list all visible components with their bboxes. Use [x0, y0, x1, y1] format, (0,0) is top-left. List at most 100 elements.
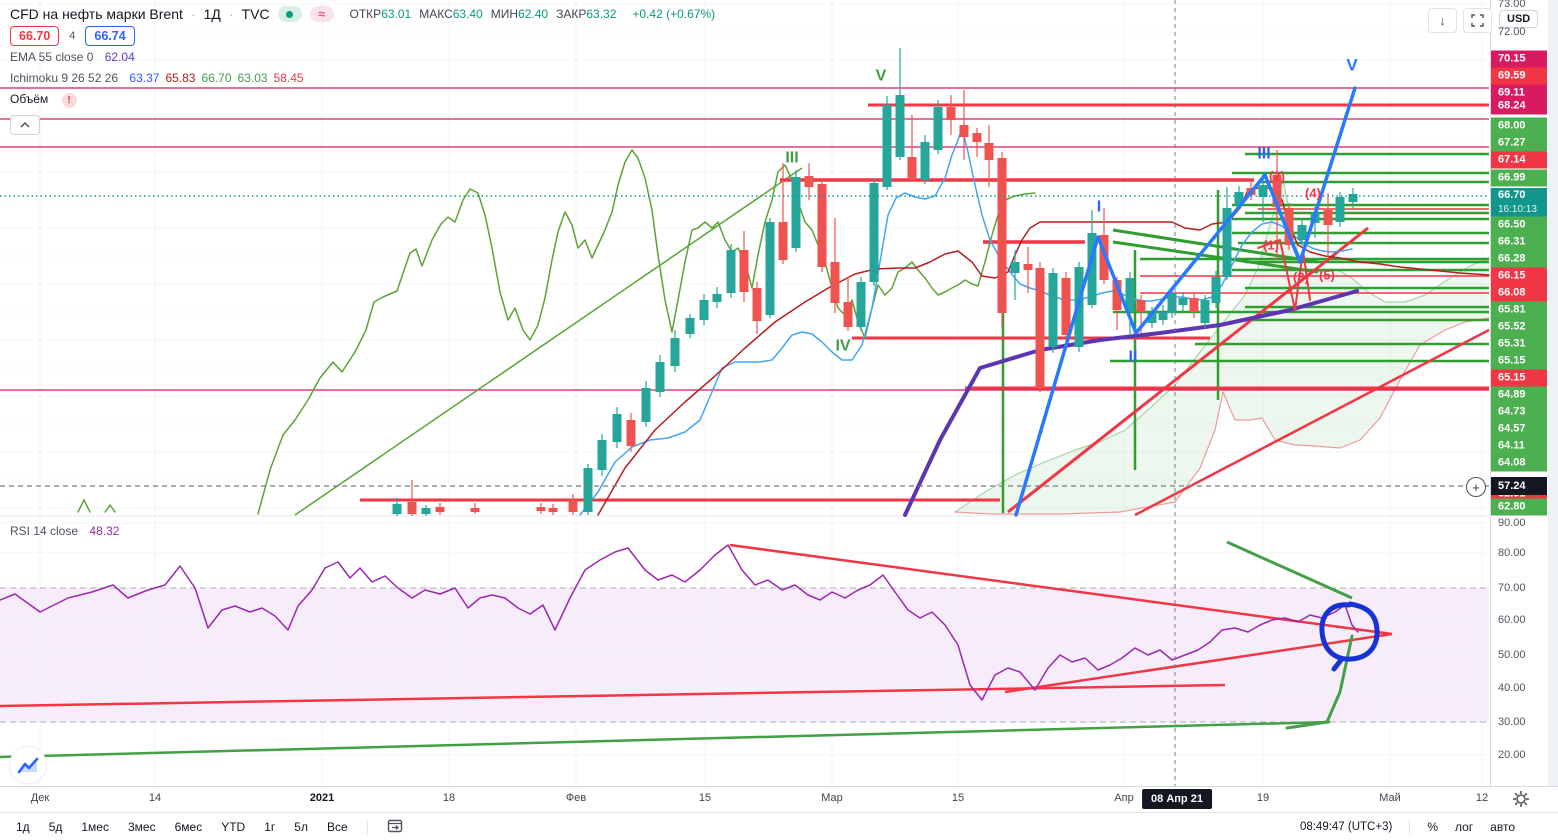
range-button-YTD[interactable]: YTD [221, 820, 246, 834]
ichimoku-indicator-title[interactable]: Ichimoku 9 26 52 26 [10, 71, 119, 85]
price-level-label: 62.80 [1491, 498, 1547, 516]
ohlc-item: МИН62.40 [490, 7, 549, 21]
ohlc-values: ОТКР63.01 МАКС63.40 МИН62.40 ЗАКР63.32 [350, 7, 625, 21]
time-tick-label: Май [1379, 792, 1401, 804]
price-level-label: 69.59 [1491, 67, 1547, 85]
interval-button[interactable]: 1Д [203, 6, 221, 22]
range-button-5л[interactable]: 5л [294, 820, 308, 834]
wave-label: (3) [1293, 270, 1309, 285]
time-tick-label: 14 [148, 792, 162, 804]
currency-button[interactable]: USD [1499, 10, 1539, 28]
ohlc-item: ЗАКР63.32 [556, 7, 617, 21]
chevron-up-icon [20, 122, 30, 128]
price-level-label: 65.15 [1491, 352, 1547, 370]
fullscreen-button[interactable] [1463, 8, 1492, 33]
price-level-label: 64.08 [1491, 454, 1547, 472]
ema-indicator-title[interactable]: EMA 55 close 0 [10, 50, 94, 64]
ichimoku-value: 66.70 [201, 71, 232, 85]
price-axis[interactable]: USD 66.70 16:10:13 57.24 73.00 72.00 90.00… [1490, 0, 1558, 786]
price-axis-gutter [1548, 0, 1558, 786]
delayed-data-icon: ≈ [309, 6, 334, 22]
price-level-label: 64.11 [1491, 437, 1547, 455]
separator-dot: · [190, 6, 196, 22]
go-to-date-button[interactable] [387, 818, 404, 837]
current-price-label: 66.70 16:10:13 [1491, 188, 1547, 218]
time-tick-label: 15 [698, 792, 712, 804]
add-alert-plus-icon[interactable]: + [1466, 477, 1486, 497]
time-tick-label: 15 [951, 792, 965, 804]
ohlc-item: ОТКР63.01 [349, 7, 412, 21]
price-level-label: 66.08 [1491, 284, 1547, 302]
axis-tick-label: 73.00 [1498, 0, 1526, 10]
price-level-label: 66.50 [1491, 216, 1547, 234]
range-button-Все[interactable]: Все [326, 820, 348, 834]
exchange-label[interactable]: TVC [241, 6, 270, 22]
change-value: +0.42 (+0.67%) [632, 7, 716, 21]
fullscreen-icon [1471, 14, 1484, 27]
ichimoku-values: 63.37 65.83 66.70 63.03 58.45 [129, 71, 309, 85]
crosshair-time-label: 08 Апр 21 [1142, 789, 1212, 809]
axis-tick-label: 72.00 [1498, 26, 1526, 38]
rsi-indicator-title[interactable]: RSI 14 close [10, 524, 79, 538]
range-button-1д[interactable]: 1д [16, 820, 30, 834]
percent-scale-button[interactable]: % [1427, 820, 1438, 834]
wave-label: V [1346, 56, 1358, 75]
price-level-label: 68.00 [1491, 117, 1547, 135]
wave-label: (5) [1319, 268, 1335, 283]
area-chart-icon [17, 757, 39, 774]
separator-dot: · [228, 6, 234, 22]
collapse-legend-button[interactable] [10, 115, 40, 135]
axis-tick-label: 70.00 [1498, 582, 1526, 594]
wave-label: III [785, 150, 798, 167]
wave-label: IV [835, 338, 850, 355]
range-button-6мес[interactable]: 6мес [174, 820, 203, 834]
countdown-timer: 16:10:13 [1498, 204, 1537, 215]
axis-tick-label: 40.00 [1498, 682, 1526, 694]
price-level-label: 69.11 [1491, 84, 1547, 102]
divider [1409, 819, 1411, 835]
range-button-5д[interactable]: 5д [48, 820, 63, 834]
buy-button[interactable]: 66.74 [85, 26, 135, 46]
time-tick-label: Фев [565, 792, 587, 804]
price-level-label: 66.31 [1491, 233, 1547, 251]
crosshair-price-label: 57.24 [1491, 477, 1547, 495]
ohlc-item: МАКС63.40 [419, 7, 483, 21]
price-level-label: 67.27 [1491, 134, 1547, 152]
calendar-icon [387, 819, 402, 832]
range-button-3мес[interactable]: 3мес [127, 820, 156, 834]
ichimoku-value: 65.83 [165, 71, 196, 85]
volume-warning-icon[interactable]: ! [61, 93, 77, 108]
wave-label: II [1129, 349, 1138, 366]
price-level-label: 68.24 [1491, 97, 1547, 115]
symbol-title[interactable]: CFD на нефть марки Brent [10, 6, 183, 22]
sell-button[interactable]: 66.70 [10, 26, 60, 46]
volume-indicator-title[interactable]: Объём [10, 92, 49, 106]
wave-label: (1) [1263, 238, 1279, 253]
axis-tick-label: 50.00 [1498, 649, 1526, 661]
axis-tick-label: 30.00 [1498, 716, 1526, 728]
session-clock[interactable]: 08:49:47 (UTC+3) [1299, 821, 1393, 833]
time-tick-label: Апр [1114, 792, 1134, 804]
wave-label: III [1257, 146, 1270, 163]
range-button-1г[interactable]: 1г [264, 820, 276, 834]
range-button-1мес[interactable]: 1мес [81, 820, 109, 834]
wave-label: (2) [1269, 169, 1285, 184]
log-scale-button[interactable]: лог [1454, 820, 1474, 834]
ichimoku-value: 63.37 [129, 71, 160, 85]
bottom-toolbar: 1д 5д 1мес 3мес 6мес YTD 1г 5л Все 08:49:47 (UTC… [0, 812, 1558, 840]
axis-tick-label: 20.00 [1498, 749, 1526, 761]
scroll-to-realtime-button[interactable]: ↓ [1428, 8, 1457, 33]
price-level-label: 64.57 [1491, 420, 1547, 438]
price-level-label: 65.15 [1491, 369, 1547, 387]
axis-settings-gear-icon[interactable] [1512, 790, 1532, 810]
wave-label: (4) [1305, 186, 1321, 201]
divider [366, 819, 368, 835]
price-level-label: 66.99 [1491, 169, 1547, 187]
time-tick-label: 12 [1475, 792, 1489, 804]
tradingview-logo[interactable] [9, 746, 47, 784]
auto-scale-button[interactable]: авто [1490, 820, 1515, 834]
time-axis[interactable]: 08 Апр 21 Дек 14 2021 18 Фев 15 Мар 15 Апр 19 Май 1… [0, 786, 1558, 813]
price-level-label: 70.15 [1491, 50, 1547, 68]
